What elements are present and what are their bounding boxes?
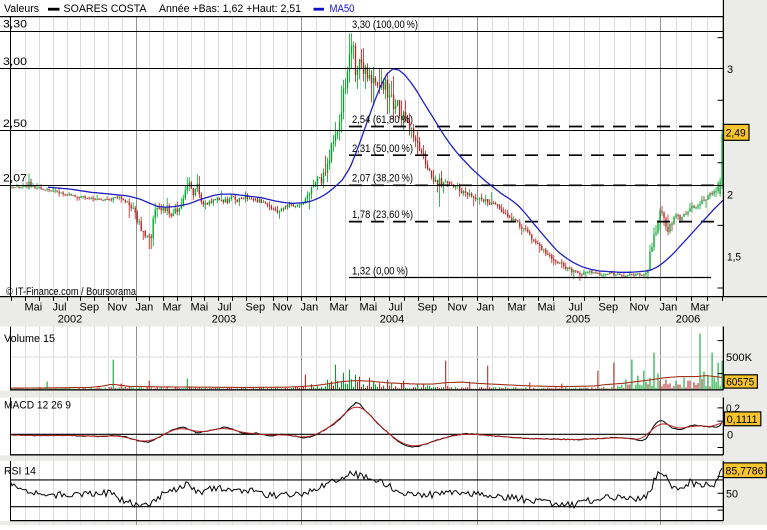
svg-text:Jul: Jul (53, 301, 67, 313)
svg-text:2006: 2006 (676, 314, 700, 326)
svg-text:Jul: Jul (218, 301, 232, 313)
svg-text:Mai: Mai (538, 301, 556, 313)
svg-text:Mar: Mar (330, 301, 349, 313)
svg-text:Nov: Nov (630, 301, 650, 313)
svg-text:2,07 (38,20 %): 2,07 (38,20 %) (352, 173, 413, 185)
svg-text:Année +Bas: 1,62 +Haut: 2,51: Année +Bas: 1,62 +Haut: 2,51 (159, 3, 301, 15)
svg-text:Mai: Mai (191, 301, 209, 313)
svg-text:Jul: Jul (389, 301, 403, 313)
svg-text:0,1111: 0,1111 (727, 414, 758, 426)
svg-text:3: 3 (727, 64, 733, 76)
svg-text:2,54 (61,80 %): 2,54 (61,80 %) (352, 114, 413, 126)
svg-text:© IT-Finance.com / Boursorama: © IT-Finance.com / Boursorama (6, 286, 137, 298)
svg-text:Mar: Mar (691, 301, 710, 313)
svg-text:3,00: 3,00 (3, 56, 27, 68)
svg-text:Sep: Sep (418, 301, 438, 313)
svg-text:Sep: Sep (80, 301, 100, 313)
svg-text:60575: 60575 (726, 376, 754, 388)
svg-text:Jan: Jan (660, 301, 678, 313)
svg-text:2,50: 2,50 (3, 118, 27, 130)
svg-text:1,78 (23,60 %): 1,78 (23,60 %) (352, 209, 413, 221)
svg-text:2005: 2005 (566, 314, 590, 326)
svg-text:Volume 15: Volume 15 (4, 333, 55, 345)
svg-text:RSI 14: RSI 14 (4, 466, 36, 478)
svg-text:1,32 (0,00 %): 1,32 (0,00 %) (352, 266, 408, 278)
svg-text:Mar: Mar (163, 301, 182, 313)
svg-text:MACD 12 26 9: MACD 12 26 9 (4, 400, 71, 412)
svg-text:Valeurs: Valeurs (4, 3, 39, 15)
svg-text:Jan: Jan (477, 301, 495, 313)
svg-text:2003: 2003 (212, 314, 236, 326)
svg-text:3,30: 3,30 (3, 19, 27, 31)
svg-text:Jan: Jan (136, 301, 154, 313)
svg-text:3,30 (100,00 %): 3,30 (100,00 %) (352, 19, 418, 31)
svg-text:2,31 (50,00 %): 2,31 (50,00 %) (352, 143, 413, 155)
svg-text:SOARES COSTA: SOARES COSTA (64, 3, 148, 15)
svg-text:85,7786: 85,7786 (726, 465, 764, 477)
svg-text:Mar: Mar (508, 301, 527, 313)
svg-text:Sep: Sep (246, 301, 266, 313)
svg-text:Sep: Sep (599, 301, 619, 313)
svg-text:Nov: Nov (108, 301, 128, 313)
svg-text:2,07: 2,07 (3, 173, 27, 185)
svg-text:2002: 2002 (58, 314, 82, 326)
svg-text:1,5: 1,5 (727, 252, 741, 264)
svg-text:50: 50 (726, 488, 738, 500)
svg-text:MA50: MA50 (330, 3, 355, 15)
svg-text:2: 2 (727, 190, 733, 202)
svg-text:2,49: 2,49 (726, 127, 746, 139)
svg-text:500K: 500K (726, 352, 753, 364)
svg-text:Mai: Mai (360, 301, 378, 313)
svg-text:Jul: Jul (569, 301, 583, 313)
svg-text:0: 0 (727, 429, 733, 441)
svg-text:2004: 2004 (380, 314, 404, 326)
svg-text:Mai: Mai (25, 301, 43, 313)
svg-text:Jan: Jan (301, 301, 319, 313)
svg-text:Nov: Nov (273, 301, 293, 313)
svg-text:Nov: Nov (448, 301, 468, 313)
